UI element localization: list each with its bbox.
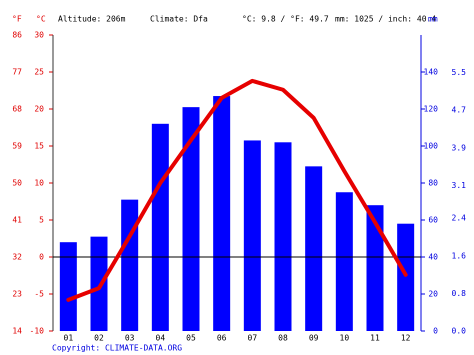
x-tick-label: 02 <box>94 334 104 343</box>
tick-label: -5 <box>34 290 44 299</box>
tick-label: 3.9 <box>452 143 467 152</box>
tick-label: 1.6 <box>452 251 467 260</box>
bar <box>305 166 323 331</box>
bar <box>243 140 261 331</box>
fahrenheit-label: °F <box>12 15 22 24</box>
bar <box>90 236 108 331</box>
bar <box>366 205 384 331</box>
tick-label: 100 <box>424 142 439 151</box>
x-tick-label: 01 <box>64 334 74 343</box>
tick-label: 0 <box>39 253 44 262</box>
tick-label: 140 <box>424 68 439 77</box>
x-tick-label: 12 <box>401 334 411 343</box>
tick-label: 77 <box>12 68 22 77</box>
x-tick-label: 03 <box>125 334 135 343</box>
tick-label: 2.4 <box>452 214 467 223</box>
tick-label: 0 <box>433 327 438 336</box>
precipitation-summary: mm: 1025 / inch: 40.4 <box>335 15 436 24</box>
tick-label: 14 <box>12 327 22 336</box>
tick-label: 25 <box>34 68 44 77</box>
tick-label: 60 <box>428 216 438 225</box>
tick-label: 32 <box>12 253 22 262</box>
x-tick-label: 08 <box>278 334 288 343</box>
tick-label: 5.5 <box>452 68 467 77</box>
x-tick-label: 07 <box>248 334 258 343</box>
x-tick-label: 04 <box>156 334 166 343</box>
tick-label: 3.1 <box>452 181 467 190</box>
tick-label: 20 <box>428 290 438 299</box>
tick-label: 10 <box>34 179 44 188</box>
tick-label: 50 <box>12 179 22 188</box>
temperature-summary: °C: 9.8 / °F: 49.7 <box>242 15 329 24</box>
tick-label: 68 <box>12 105 22 114</box>
tick-label: 41 <box>12 216 22 225</box>
tick-label: 59 <box>12 142 22 151</box>
climate: Climate: Dfa <box>150 15 208 24</box>
tick-label: 30 <box>34 31 44 40</box>
bar <box>182 107 200 332</box>
tick-label: 86 <box>12 31 22 40</box>
tick-label: 0.8 <box>452 289 467 298</box>
mm-label: mm <box>428 15 438 24</box>
x-tick-label: 05 <box>186 334 196 343</box>
tick-label: 20 <box>34 105 44 114</box>
tick-label: 23 <box>12 290 22 299</box>
celsius-label: °C <box>36 15 46 24</box>
tick-label: 4.7 <box>452 106 467 115</box>
bar <box>59 242 77 331</box>
tick-label: -10 <box>30 327 45 336</box>
x-tick-label: 11 <box>370 334 380 343</box>
tick-label: 40 <box>428 253 438 262</box>
altitude: Altitude: 206m <box>58 15 126 24</box>
bar <box>397 223 415 331</box>
x-tick-label: 09 <box>309 334 319 343</box>
tick-label: 15 <box>34 142 44 151</box>
tick-label: 120 <box>424 105 439 114</box>
bar <box>151 123 169 331</box>
temperature-line <box>66 78 408 302</box>
copyright: Copyright: CLIMATE-DATA.ORG <box>52 344 182 353</box>
bar <box>213 96 231 331</box>
tick-label: 5 <box>39 216 44 225</box>
bar <box>274 142 292 331</box>
tick-label: 0.0 <box>452 327 467 336</box>
x-tick-label: 10 <box>340 334 350 343</box>
tick-label: 80 <box>428 179 438 188</box>
bar <box>121 199 139 331</box>
x-tick-label: 06 <box>217 334 227 343</box>
bar <box>335 192 353 331</box>
